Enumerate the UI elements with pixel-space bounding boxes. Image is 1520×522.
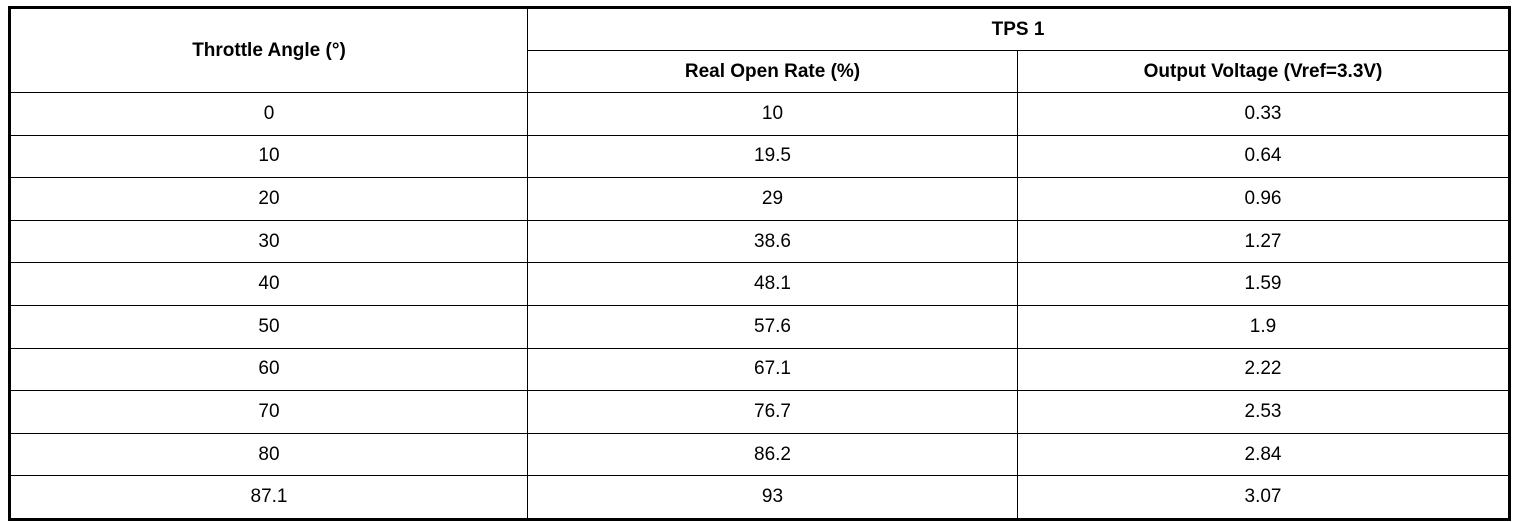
table-cell: 29	[527, 177, 1018, 221]
table-cell: 1.27	[1017, 219, 1510, 264]
data-table: Throttle Angle (°) TPS 1 Real Open Rate …	[8, 6, 1511, 521]
table-row: 40 48.1 1.59	[9, 262, 1510, 306]
table-cell: 70	[9, 390, 528, 434]
table-cell: 10	[9, 134, 528, 179]
header-cell: Real Open Rate (%)	[527, 50, 1018, 93]
table-cell: 0.96	[1017, 177, 1510, 221]
header-cell: Throttle Angle (°)	[9, 7, 528, 93]
table-cell: 76.7	[527, 390, 1018, 434]
table-cell: 0.64	[1017, 134, 1510, 179]
table-body: 0 10 0.33 10 19.5 0.64 20 29 0.96 30 38.6 1.27 40 48.…	[9, 92, 1510, 520]
table-cell: 93	[527, 475, 1018, 520]
table-cell: 60	[9, 347, 528, 392]
table-cell: 86.2	[527, 432, 1018, 477]
table-cell: 67.1	[527, 347, 1018, 392]
table-cell: 19.5	[527, 134, 1018, 179]
table-cell: 48.1	[527, 262, 1018, 306]
table-row: 30 38.6 1.27	[9, 219, 1510, 264]
table-cell: 10	[527, 92, 1018, 136]
table-cell: 1.59	[1017, 262, 1510, 306]
table-cell: 38.6	[527, 219, 1018, 264]
table-cell: 2.84	[1017, 432, 1510, 477]
table-cell: 50	[9, 304, 528, 349]
table-cell: 2.22	[1017, 347, 1510, 392]
table-cell: 3.07	[1017, 475, 1510, 520]
table-cell: 87.1	[9, 475, 528, 520]
table-cell: 80	[9, 432, 528, 477]
table-row: 10 19.5 0.64	[9, 134, 1510, 179]
table-cell: 40	[9, 262, 528, 306]
table-row: 0 10 0.33	[9, 92, 1510, 136]
table-cell: 0	[9, 92, 528, 136]
header-cell: Output Voltage (Vref=3.3V)	[1017, 50, 1510, 93]
table-cell: 20	[9, 177, 528, 221]
table-cell: 1.9	[1017, 304, 1510, 349]
table-row: 60 67.1 2.22	[9, 347, 1510, 392]
table-cell: 0.33	[1017, 92, 1510, 136]
table-row: 50 57.6 1.9	[9, 304, 1510, 349]
table-row: 20 29 0.96	[9, 177, 1510, 221]
table-row: 70 76.7 2.53	[9, 390, 1510, 434]
table-cell: 30	[9, 219, 528, 264]
group-header: TPS 1	[527, 7, 1510, 51]
table-row: 80 86.2 2.84	[9, 432, 1510, 477]
table-row: 87.1 93 3.07	[9, 475, 1510, 520]
table-cell: 57.6	[527, 304, 1018, 349]
table-cell: 2.53	[1017, 390, 1510, 434]
